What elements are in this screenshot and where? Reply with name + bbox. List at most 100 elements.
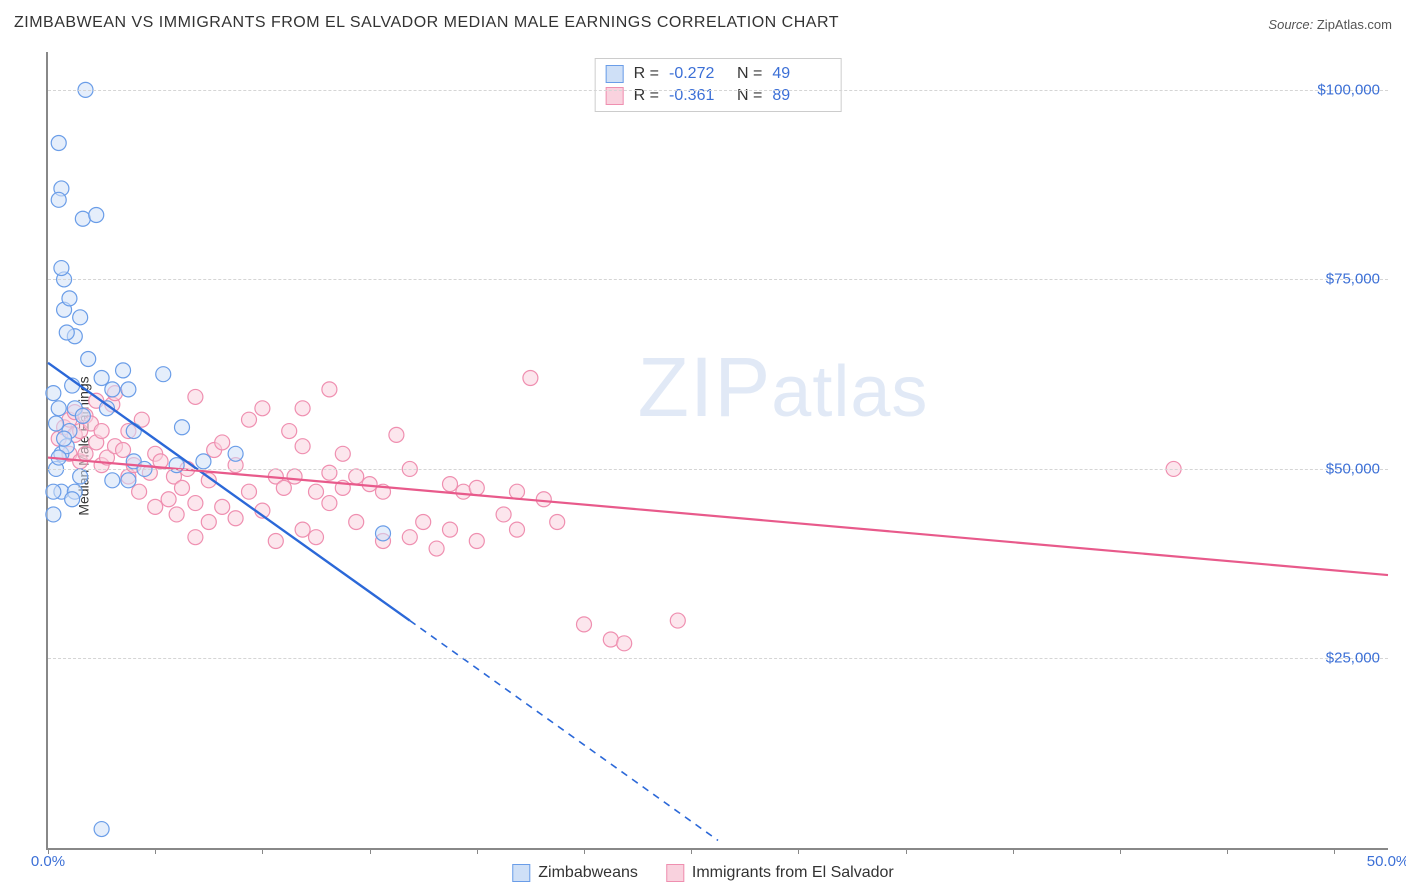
data-point	[94, 370, 109, 385]
data-point	[105, 382, 120, 397]
x-tick	[262, 848, 263, 854]
plot-area: ZIPatlas R = -0.272 N = 49 R = -0.361 N …	[46, 52, 1388, 850]
x-tick	[1227, 848, 1228, 854]
data-point	[510, 522, 525, 537]
data-point	[603, 632, 618, 647]
data-point	[429, 541, 444, 556]
data-point	[309, 484, 324, 499]
data-point	[268, 533, 283, 548]
data-point	[228, 446, 243, 461]
source-value: ZipAtlas.com	[1317, 17, 1392, 32]
x-tick-label: 0.0%	[31, 853, 65, 870]
x-tick	[477, 848, 478, 854]
data-point	[132, 484, 147, 499]
gridline	[48, 90, 1388, 91]
x-tick-label: 50.0%	[1367, 853, 1406, 870]
data-point	[322, 496, 337, 511]
data-point	[469, 480, 484, 495]
r-value-0: -0.272	[669, 65, 727, 83]
data-point	[89, 207, 104, 222]
data-point	[376, 526, 391, 541]
data-point	[175, 480, 190, 495]
data-point	[188, 389, 203, 404]
n-value-0: 49	[772, 65, 830, 83]
regression-line-extrapolated	[410, 621, 718, 841]
data-point	[536, 492, 551, 507]
chart-title: ZIMBABWEAN VS IMMIGRANTS FROM EL SALVADO…	[14, 14, 839, 32]
legend-correlation: R = -0.272 N = 49 R = -0.361 N = 89	[595, 58, 842, 112]
data-point	[116, 443, 131, 458]
data-point	[73, 469, 88, 484]
legend-label-0: Zimbabweans	[538, 864, 638, 882]
x-tick	[798, 848, 799, 854]
data-point	[322, 465, 337, 480]
data-point	[59, 325, 74, 340]
swatch-series-0	[606, 65, 624, 83]
x-tick	[155, 848, 156, 854]
legend-corr-row-0: R = -0.272 N = 49	[606, 63, 831, 85]
gridline	[48, 658, 1388, 659]
data-point	[255, 401, 270, 416]
data-point	[309, 530, 324, 545]
data-point	[81, 352, 96, 367]
data-point	[349, 469, 364, 484]
data-point	[282, 424, 297, 439]
data-point	[75, 408, 90, 423]
data-point	[46, 507, 61, 522]
data-point	[126, 424, 141, 439]
data-point	[201, 515, 216, 530]
data-point	[65, 492, 80, 507]
data-point	[362, 477, 377, 492]
data-point	[577, 617, 592, 632]
data-point	[51, 192, 66, 207]
data-point	[196, 454, 211, 469]
data-point	[121, 382, 136, 397]
data-point	[402, 530, 417, 545]
y-tick-label: $100,000	[1317, 81, 1380, 98]
data-point	[335, 446, 350, 461]
swatch-icon	[512, 864, 530, 882]
legend-item-0: Zimbabweans	[512, 864, 638, 882]
data-point	[51, 401, 66, 416]
legend-corr-row-1: R = -0.361 N = 89	[606, 85, 831, 107]
data-point	[161, 492, 176, 507]
data-point	[73, 310, 88, 325]
data-point	[54, 261, 69, 276]
gridline	[48, 279, 1388, 280]
x-tick	[1334, 848, 1335, 854]
data-point	[443, 477, 458, 492]
data-point	[169, 507, 184, 522]
data-point	[116, 363, 131, 378]
data-point	[188, 496, 203, 511]
gridline	[48, 469, 1388, 470]
data-point	[121, 473, 136, 488]
source: Source: ZipAtlas.com	[1268, 17, 1392, 32]
y-tick-label: $25,000	[1326, 650, 1380, 667]
legend-label-1: Immigrants from El Salvador	[692, 864, 894, 882]
plot-svg	[48, 52, 1388, 848]
data-point	[496, 507, 511, 522]
data-point	[287, 469, 302, 484]
data-point	[175, 420, 190, 435]
data-point	[75, 211, 90, 226]
data-point	[443, 522, 458, 537]
data-point	[188, 530, 203, 545]
data-point	[49, 416, 64, 431]
source-label: Source:	[1268, 17, 1313, 32]
legend-series: Zimbabweans Immigrants from El Salvador	[512, 864, 893, 882]
data-point	[148, 499, 163, 514]
swatch-icon	[666, 864, 684, 882]
x-tick	[1013, 848, 1014, 854]
data-point	[94, 822, 109, 837]
x-tick	[584, 848, 585, 854]
data-point	[46, 386, 61, 401]
data-point	[416, 515, 431, 530]
data-point	[51, 135, 66, 150]
legend-item-1: Immigrants from El Salvador	[666, 864, 894, 882]
y-tick-label: $75,000	[1326, 271, 1380, 288]
data-point	[242, 484, 257, 499]
data-point	[510, 484, 525, 499]
data-point	[94, 424, 109, 439]
data-point	[523, 370, 538, 385]
regression-line	[48, 363, 410, 621]
